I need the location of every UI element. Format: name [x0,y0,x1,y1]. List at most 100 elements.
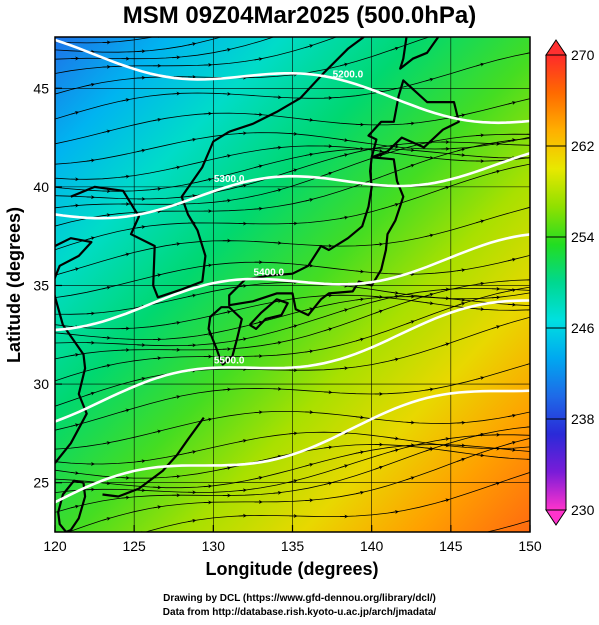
wind-arrow [476,62,485,67]
y-tick-label: 35 [33,277,49,293]
wind-arrow [70,267,80,272]
wind-arrow [204,23,210,25]
wind-arrow [86,158,95,163]
wind-arrow [238,284,247,289]
wind-arrow [425,233,434,238]
wind-arrow [70,504,80,509]
wind-arrow [374,465,384,470]
wind-arrow [407,10,413,12]
wind-arrow [289,14,295,16]
y-axis-title: Latitude (degrees) [4,207,24,363]
wind-arrow [305,349,314,354]
wind-arrow [374,148,384,153]
wind-arrow [87,549,93,551]
wind-arrow [339,308,349,313]
coast-shikoku [248,298,289,330]
wind-arrow [526,363,530,365]
height-contour [55,299,530,423]
wind-arrow [480,531,485,532]
height-contour [55,38,530,125]
wind-arrow [86,236,95,241]
wind-arrow [441,185,450,190]
wind-arrow [121,495,130,500]
wind-arrow [507,413,517,418]
wind-arrow [492,18,498,19]
wind-arrow [406,320,415,325]
wind-arrow [70,203,80,208]
wind-arrow [187,293,197,298]
streamline [55,37,155,44]
wind-arrow [390,510,399,514]
wind-arrow [254,320,263,325]
wind-arrow [305,463,314,467]
wind-arrow [153,186,162,191]
x-tick-label: 150 [518,538,542,554]
wind-arrow [238,488,247,493]
wind-arrow [153,117,162,122]
wind-arrow [406,121,415,126]
wind-arrow [491,481,501,486]
wind-arrow [425,301,434,306]
wind-arrow [507,101,517,105]
y-tick-label: 40 [33,179,49,195]
wind-arrow [102,441,111,446]
contour-label: 5400.0 [253,267,284,278]
coast-russia [228,37,365,133]
wind-arrow [507,288,517,293]
wind-arrow [203,177,213,182]
wind-arrow [425,446,434,451]
wind-arrow [355,415,365,420]
wind-arrow [172,552,178,554]
wind-arrow [356,27,362,29]
streamline [55,37,223,53]
coast-china [55,237,93,464]
wind-arrow [526,520,530,522]
wind-arrow [121,98,130,103]
height-contour [55,151,530,220]
wind-arrow [374,242,384,247]
wind-arrow [122,22,128,23]
wind-arrow [187,450,197,455]
coast-kyushu [207,306,243,366]
wind-arrow [476,453,485,458]
wind-arrow [407,4,413,5]
wind-arrow [255,10,261,11]
wind-arrow [507,257,517,262]
wind-arrow [153,505,162,510]
wind-arrow [526,426,530,428]
x-tick-label: 145 [439,538,463,554]
wind-arrow [102,363,111,368]
wind-arrow [390,436,399,441]
wind-arrow [86,391,95,396]
wind-arrow [406,476,415,481]
colorbar-max-triangle [545,39,567,56]
wind-arrow [273,490,282,495]
x-tick-label: 140 [360,538,384,554]
wind-arrow [441,443,450,448]
wind-arrow [457,302,466,306]
wind-arrow [238,337,247,342]
wind-arrow [425,77,434,82]
wind-arrow [339,464,349,469]
wind-arrow [324,171,333,176]
wind-arrow [172,11,178,12]
wind-arrow [305,198,314,202]
x-tick-label: 125 [122,538,146,554]
y-tick-label: 25 [33,475,49,491]
wind-arrow [305,307,314,312]
wind-arrow [172,165,181,170]
wind-arrow [223,1,229,2]
wind-arrow [339,138,349,142]
map-title: MSM 09Z04Mar2025 (500.0hPa) [122,2,477,29]
grid-lines [55,37,530,532]
wind-arrow [476,307,485,312]
wind-arrow [457,457,466,462]
coastlines [55,37,460,532]
wind-arrow [339,62,349,67]
wind-arrow [491,141,501,146]
wind-arrow [507,447,517,452]
wind-arrow [222,198,232,203]
wind-arrow [121,408,130,413]
wind-arrow [153,429,162,434]
